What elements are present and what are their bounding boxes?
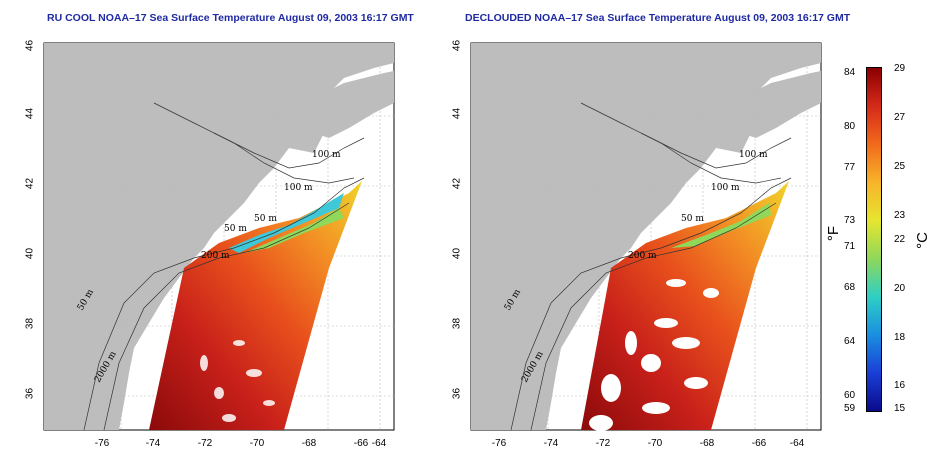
colorbar-f-tick: 59 (844, 403, 856, 414)
y-tick-label: 36 (24, 387, 36, 400)
colorbar-c-tick: 25 (894, 161, 906, 172)
sst-cold-shelf-band (229, 193, 344, 253)
colorbar-f-tick: 71 (844, 241, 856, 252)
y-tick-label: 40 (24, 247, 36, 260)
sst-map-raw-svg: 100 m 100 m 50 m 50 m 200 m 50 m 2000 m (43, 42, 395, 431)
x-tick-label: -68 (699, 438, 715, 449)
colorbar-c-tick: 15 (894, 403, 906, 414)
contour-label: 100 m (739, 150, 768, 160)
colorbar-f-tick: 77 (844, 162, 856, 173)
x-tick-label: -76 (491, 438, 507, 449)
y-tick-label: 40 (451, 247, 463, 260)
colorbar-c-tick: 16 (894, 380, 906, 391)
map-title-left: RU COOL NOAA–17 Sea Surface Temperature … (47, 12, 414, 24)
sst-map-declouded-svg: 100 m 100 m 50 m 200 m 50 m 2000 m (470, 42, 822, 431)
x-tick-label: -66 (751, 438, 767, 449)
land-mass (44, 43, 394, 430)
colorbar-f-tick: 60 (844, 390, 856, 401)
land-nova-scotia (731, 71, 821, 138)
colorbar-c-tick: 20 (894, 283, 906, 294)
celsius-unit-label: °C (913, 232, 931, 249)
colorbar-f-tick: 64 (844, 336, 856, 347)
y-tick-label: 38 (24, 317, 36, 330)
x-tick-label: -68 (301, 438, 317, 449)
x-tick-label: -76 (94, 438, 110, 449)
x-tick-label: -74 (145, 438, 161, 449)
x-tick-label: -64 (371, 438, 387, 449)
contour-label: 50 m (224, 224, 247, 234)
colorbar-c-tick: 23 (894, 210, 906, 221)
contour-label: 100 m (284, 183, 313, 193)
contour-label: 50 m (254, 214, 277, 224)
land-nova-scotia (304, 71, 394, 138)
contour-label: 200 m (201, 251, 230, 261)
y-tick-label: 36 (451, 387, 463, 400)
land-mass (471, 43, 821, 430)
contour-label: 200 m (628, 251, 657, 261)
colorbar-f-tick: 68 (844, 282, 856, 293)
colorbar-c-tick: 29 (894, 63, 906, 74)
x-tick-label: -70 (647, 438, 663, 449)
y-tick-label: 42 (451, 177, 463, 190)
colorbar-f-tick: 73 (844, 215, 856, 226)
fahrenheit-unit-label: °F (825, 225, 843, 242)
temperature-colorbar (866, 67, 882, 412)
x-tick-label: -70 (249, 438, 265, 449)
x-tick-label: -72 (595, 438, 611, 449)
contour-label: 50 m (681, 214, 704, 224)
colorbar-f-tick: 84 (844, 67, 856, 78)
y-tick-label: 42 (24, 177, 36, 190)
colorbar-f-tick: 80 (844, 121, 856, 132)
colorbar-c-tick: 18 (894, 332, 906, 343)
sst-swath (581, 181, 789, 430)
colorbar-c-tick: 27 (894, 112, 906, 123)
contour-label: 100 m (711, 183, 740, 193)
y-tick-label: 46 (24, 39, 36, 52)
map-title-right: DECLOUDED NOAA–17 Sea Surface Temperatur… (465, 12, 851, 24)
sst-map-raw: 100 m 100 m 50 m 50 m 200 m 50 m 2000 m (43, 42, 395, 431)
sst-map-declouded: 100 m 100 m 50 m 200 m 50 m 2000 m (470, 42, 822, 431)
x-tick-label: -74 (543, 438, 559, 449)
contour-label: 100 m (312, 150, 341, 160)
y-tick-label: 44 (24, 107, 36, 120)
y-tick-label: 44 (451, 107, 463, 120)
y-tick-label: 38 (451, 317, 463, 330)
x-tick-label: -66 (353, 438, 369, 449)
y-tick-label: 46 (451, 39, 463, 52)
x-tick-label: -72 (197, 438, 213, 449)
colorbar-c-tick: 22 (894, 234, 906, 245)
x-tick-label: -64 (789, 438, 805, 449)
